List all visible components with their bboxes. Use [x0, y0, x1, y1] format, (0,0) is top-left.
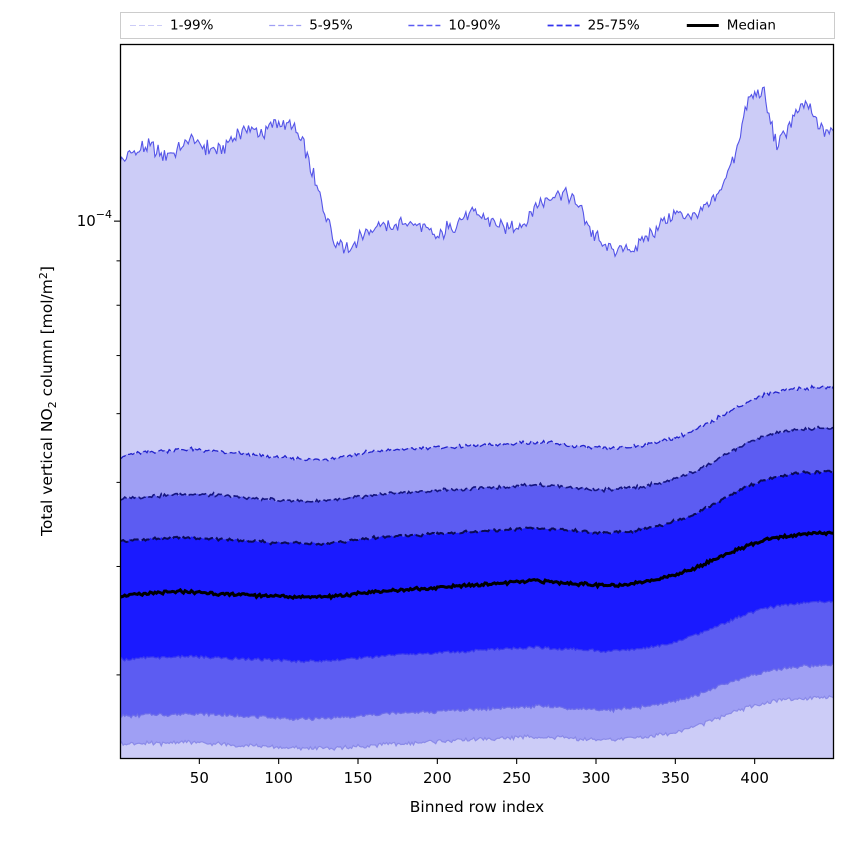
percentile-line-p75: [120, 469, 834, 547]
legend-label-2: 10-90%: [448, 18, 500, 34]
x-axis-ticks: 50 100 150 200 250 300 350 400: [190, 759, 769, 787]
median-path: [120, 530, 834, 601]
legend-label-0: 1-99%: [170, 18, 214, 34]
percentile-line-p99: [120, 86, 834, 258]
percentile-line-p95: [120, 384, 834, 462]
percentile-line-p10: [120, 663, 834, 722]
median-line: [120, 530, 834, 601]
y-tick-label-1e-4: 10−4: [77, 208, 112, 230]
x-tick-label-300: 300: [582, 769, 611, 787]
x-axis-title: Binned row index: [410, 798, 544, 816]
y-axis-ticks: [114, 220, 120, 676]
legend-label-1: 5-95%: [309, 18, 353, 34]
legend-label-3: 25-75%: [588, 18, 640, 34]
percentile-lines: [120, 86, 834, 752]
percentile-line-p25: [120, 599, 834, 664]
x-tick-label-350: 350: [661, 769, 690, 787]
band-25-75: [120, 470, 834, 663]
legend-label-4: Median: [727, 18, 776, 34]
x-tick-label-250: 250: [502, 769, 531, 787]
legend: 1-99% 5-95% 10-90% 25-75% Median: [130, 18, 776, 34]
x-tick-label-150: 150: [344, 769, 373, 787]
x-tick-label-200: 200: [423, 769, 452, 787]
percentile-line-p5: [120, 695, 834, 752]
percentile-line-p90: [120, 425, 834, 504]
x-tick-label-400: 400: [740, 769, 769, 787]
x-tick-label-50: 50: [190, 769, 209, 787]
y-axis-title: Total vertical NO2 column [mol/m2]: [37, 266, 59, 537]
x-tick-label-100: 100: [264, 769, 293, 787]
percentile-bands: [120, 87, 834, 759]
axes-frame: [119, 43, 835, 760]
